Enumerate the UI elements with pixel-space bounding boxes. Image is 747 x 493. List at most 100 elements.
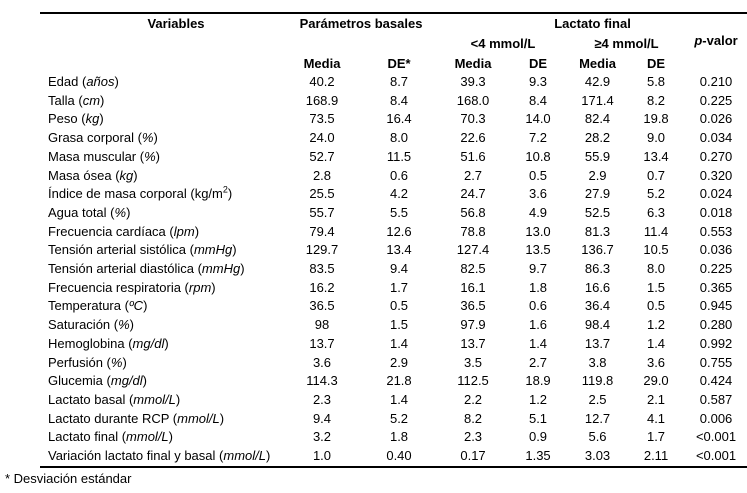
cell-value: 8.4	[528, 92, 548, 108]
cell-value: 112.5	[457, 373, 489, 389]
cell-value: 3.8	[588, 354, 607, 370]
cell-value: 2.9	[588, 167, 607, 183]
cell-value: 0.024	[699, 186, 733, 202]
row-unit: mmHg	[193, 242, 233, 258]
cell-value: 1.2	[528, 391, 548, 407]
cell-value: 51.6	[460, 148, 486, 164]
cell-value: 16.1	[460, 279, 486, 295]
col-group-lactato-final: Lactato final	[554, 16, 631, 31]
cell-value: 5.5	[389, 204, 409, 220]
cell-value: 10.8	[525, 148, 551, 164]
row-label: Masa muscular (%)	[48, 148, 160, 164]
cell-value: 11.5	[386, 148, 412, 164]
col-header-media-basales: Media	[303, 55, 341, 71]
cell-value: 36.5	[309, 298, 335, 314]
cell-value: 9.7	[528, 261, 548, 277]
cell-value: 22.6	[460, 130, 486, 146]
table-row: Frecuencia cardíaca (lpm) 79.4 12.6 78.8 13.…	[40, 223, 747, 242]
cell-value: 9.4	[312, 410, 332, 426]
cell-value: 171.4	[581, 92, 614, 108]
cell-value: 14.0	[525, 111, 551, 127]
table-row: Grasa corporal (%) 24.0 8.0 22.6 7.2 28.2 9.0 0…	[40, 129, 747, 148]
cell-value: 70.3	[460, 111, 486, 127]
cell-value: 0.5	[646, 298, 666, 314]
cell-value: 29.0	[643, 373, 669, 389]
cell-value: 1.7	[646, 429, 666, 445]
cell-value: 18.9	[525, 373, 551, 389]
row-label: Glucemia (mg/dl)	[48, 373, 147, 389]
table-row: Lactato durante RCP (mmol/L) 9.4 5.2 8.2 5.1…	[40, 410, 747, 429]
cell-value: 13.0	[525, 223, 551, 239]
row-label: Lactato basal (mmol/L)	[48, 391, 181, 407]
row-unit: mmHg	[201, 261, 241, 277]
row-label: Perfusión (%)	[48, 354, 127, 370]
cell-value: 129.7	[305, 242, 339, 258]
row-unit: años	[86, 74, 115, 89]
cell-value: 13.7	[584, 335, 611, 351]
cell-value: 0.553	[699, 223, 733, 239]
col-group-parametros-basales: Parámetros basales	[299, 16, 423, 31]
table-row: Masa ósea (kg) 2.8 0.6 2.7 0.5 2.9 0.7 0.320	[40, 167, 747, 186]
table-row: Edad (años) 40.2 8.7 39.3 9.3 42.9 5.8 0.210	[40, 73, 747, 92]
cell-value: 19.8	[643, 111, 669, 127]
row-label: Agua total (%)	[48, 204, 131, 220]
col-header-p-valor: p-valor	[685, 33, 747, 73]
table-row: Índice de masa corporal (kg/m2) 25.5 4.2 24…	[40, 185, 747, 204]
cell-value: 79.4	[309, 223, 335, 239]
row-label: Tensión arterial sistólica (mmHg)	[48, 242, 237, 258]
cell-value: 42.9	[584, 74, 611, 89]
header-row-subgroups: <4 mmol/L ≥4 mmol/L p-valor	[40, 33, 747, 53]
cell-value: 36.5	[460, 298, 486, 314]
cell-value: 0.992	[699, 335, 733, 351]
row-label: Talla (cm)	[48, 92, 105, 108]
col-header-media-gte4: Media	[579, 55, 616, 71]
row-unit: kg	[119, 167, 134, 183]
cell-value: 0.034	[699, 130, 733, 146]
table-row: Tensión arterial sistólica (mmHg) 129.7 13…	[40, 241, 747, 260]
cell-value: 2.7	[528, 354, 548, 370]
row-unit: mg/dl	[132, 335, 165, 351]
cell-value: 21.8	[386, 373, 412, 389]
cell-value: 2.8	[312, 167, 332, 183]
cell-value: 136.7	[581, 242, 614, 258]
footnote-desviacion-estandar: * Desviación estándar	[5, 471, 132, 486]
table-row: Peso (kg) 73.5 16.4 70.3 14.0 82.4 19.8 0.026	[40, 110, 747, 129]
p-valor-rest: -valor	[702, 33, 738, 48]
cell-value: 8.0	[646, 261, 666, 277]
cell-value: 12.7	[584, 410, 611, 426]
cell-value: 1.4	[389, 391, 409, 407]
cell-value: 86.3	[584, 261, 611, 277]
row-unit: ºC	[128, 298, 144, 314]
cell-value: 1.4	[528, 335, 548, 351]
cell-value: 24.0	[309, 130, 335, 146]
col-group-lt4: <4 mmol/L	[470, 35, 536, 51]
cell-value: 2.3	[463, 429, 483, 445]
row-unit: %	[144, 148, 156, 164]
cell-value: 27.9	[584, 186, 611, 202]
col-header-de-basales: DE*	[387, 55, 411, 71]
cell-value: 25.5	[309, 186, 335, 202]
cell-value: 1.8	[389, 429, 409, 445]
cell-value: 4.2	[389, 186, 409, 202]
cell-value: 0.9	[528, 429, 548, 445]
cell-value: 0.270	[699, 148, 733, 164]
table-row: Perfusión (%) 3.6 2.9 3.5 2.7 3.8 3.6 0.755	[40, 354, 747, 373]
cell-value: 98.4	[584, 317, 611, 333]
cell-value: 5.2	[389, 410, 409, 426]
cell-value: 2.3	[312, 391, 332, 407]
cell-value: 2.11	[643, 448, 669, 464]
table-row: Lactato final (mmol/L) 3.2 1.8 2.3 0.9 5.6 1.7…	[40, 428, 747, 447]
col-header-variables: Variables	[40, 13, 284, 33]
cell-value: 5.6	[588, 429, 607, 445]
cell-value: 2.7	[463, 167, 483, 183]
empty-header-cell	[284, 33, 438, 53]
cell-value: 3.2	[312, 429, 332, 445]
cell-value: 55.7	[309, 204, 335, 220]
row-unit: cm	[82, 92, 101, 108]
row-unit: lpm	[173, 223, 195, 239]
table-header: Variables Parámetros basales Lactato fin…	[40, 13, 747, 73]
row-label: Grasa corporal (%)	[48, 130, 158, 146]
row-unit: kg	[85, 111, 100, 127]
cell-value: 8.2	[646, 92, 666, 108]
cell-value: 98	[314, 317, 330, 333]
